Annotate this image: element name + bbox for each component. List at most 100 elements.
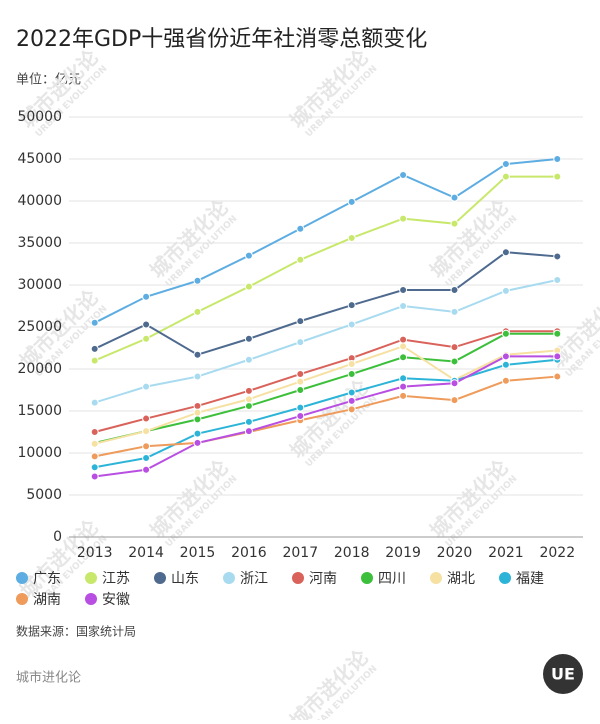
y-tick-label: 10000 (17, 445, 62, 461)
series-line (94, 158, 558, 324)
data-point (501, 376, 510, 385)
y-tick-label: 5000 (26, 487, 62, 503)
data-point (347, 233, 356, 242)
data-point (399, 170, 408, 179)
y-tick-label: 45000 (17, 151, 62, 167)
data-point (296, 403, 305, 412)
data-point (142, 414, 151, 423)
data-point (553, 275, 562, 284)
series-line (94, 332, 558, 444)
y-tick-label: 35000 (17, 235, 62, 251)
data-point (296, 317, 305, 326)
data-point (296, 224, 305, 233)
data-point (553, 329, 562, 338)
y-tick-label: 30000 (17, 277, 62, 293)
y-tick-label: 0 (53, 529, 62, 545)
legend-marker (499, 572, 511, 584)
data-point (244, 355, 253, 364)
series-line (94, 355, 558, 478)
legend-marker (85, 593, 97, 605)
data-point (193, 350, 202, 359)
series-line (94, 375, 558, 458)
data-point (142, 320, 151, 329)
series-line (94, 345, 558, 445)
legend-marker (16, 593, 28, 605)
legend-label: 河南 (309, 571, 337, 587)
data-point (296, 338, 305, 347)
legend-label: 湖北 (447, 571, 475, 587)
data-point (347, 388, 356, 397)
y-tick-label: 15000 (17, 403, 62, 419)
data-point (142, 382, 151, 391)
data-point (193, 372, 202, 381)
data-point (90, 439, 99, 448)
legend-marker (292, 572, 304, 584)
footer: 城市进化论 (16, 670, 81, 686)
legend-label: 浙江 (240, 571, 268, 587)
data-point (90, 318, 99, 327)
data-point (142, 334, 151, 343)
data-point (142, 465, 151, 474)
data-point (347, 396, 356, 405)
y-tick-label: 25000 (17, 319, 62, 335)
data-point (553, 252, 562, 261)
x-tick-label: 2019 (385, 545, 421, 561)
legend-marker (430, 572, 442, 584)
legend-label: 山东 (171, 571, 199, 587)
data-point (90, 472, 99, 481)
y-tick-label: 50000 (17, 109, 62, 125)
data-point (399, 342, 408, 351)
data-point (244, 395, 253, 404)
data-point (90, 463, 99, 472)
data-point (450, 343, 459, 352)
data-point (501, 160, 510, 169)
legend-label: 江苏 (102, 571, 130, 587)
data-point (347, 301, 356, 310)
data-point (450, 396, 459, 405)
data-point (244, 282, 253, 291)
series-line (94, 251, 558, 356)
data-point (450, 193, 459, 202)
data-point (399, 353, 408, 362)
data-point (296, 386, 305, 394)
data-point (501, 286, 510, 295)
data-point (244, 334, 253, 343)
legend-marker (85, 572, 97, 584)
data-point (399, 391, 408, 400)
data-point (244, 427, 253, 436)
data-point (142, 442, 151, 451)
data-point (193, 401, 202, 410)
data-point (501, 360, 510, 369)
data-point (399, 302, 408, 310)
data-point (90, 428, 99, 436)
data-point (193, 429, 202, 438)
data-point (399, 382, 408, 391)
legend-marker (154, 572, 166, 584)
data-point (296, 255, 305, 264)
data-point (296, 370, 305, 379)
data-point (90, 344, 99, 353)
logo: UE (551, 665, 575, 684)
x-tick-label: 2022 (539, 545, 575, 561)
y-tick-label: 40000 (17, 193, 62, 209)
x-tick-label: 2018 (334, 545, 370, 561)
legend-label: 湖南 (33, 592, 61, 608)
data-point (296, 377, 305, 386)
data-point (347, 197, 356, 206)
legend-marker (16, 572, 28, 584)
legend-label: 福建 (516, 571, 544, 587)
data-point (553, 352, 562, 361)
legend-marker (361, 572, 373, 584)
legend-label: 四川 (378, 571, 406, 587)
data-point (347, 359, 356, 368)
data-point (244, 417, 253, 426)
data-point (244, 386, 253, 395)
data-point (296, 412, 305, 421)
